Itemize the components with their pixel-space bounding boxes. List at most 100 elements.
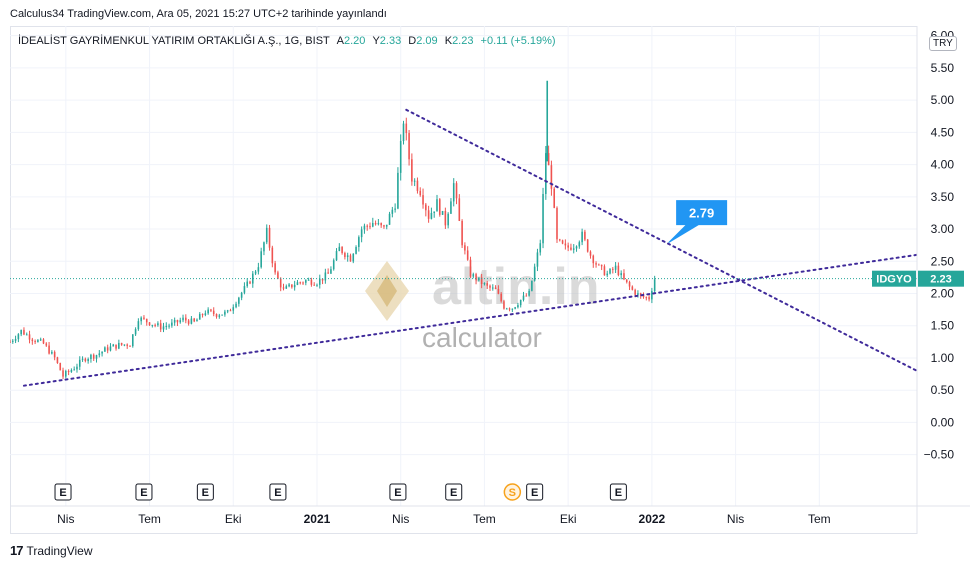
x-tick-label: Eki: [225, 512, 242, 526]
candle-body: [617, 265, 620, 276]
dividend-marker-icon[interactable]: [503, 483, 522, 501]
candle-body: [475, 274, 477, 281]
candle-body: [550, 165, 553, 189]
earnings-marker-label: E: [202, 487, 209, 499]
y-tick-label: 1.50: [931, 319, 955, 333]
price-badge: [918, 270, 964, 287]
candle-body: [232, 307, 235, 311]
candle-body: [168, 325, 170, 327]
x-tick-label: 2022: [639, 512, 666, 526]
watermark-sub: calculator: [422, 322, 542, 353]
earnings-marker-icon[interactable]: [269, 483, 287, 501]
y-tick-label: 2.00: [931, 287, 955, 301]
candle-body: [137, 321, 140, 330]
candle-body: [472, 274, 475, 277]
candle-body: [352, 253, 355, 262]
candle-body: [307, 279, 310, 281]
candle-body: [383, 225, 385, 227]
candle-body: [648, 297, 650, 300]
low-label: D: [408, 35, 417, 47]
candle-body: [176, 320, 179, 323]
candle-body: [224, 311, 226, 315]
candle-body: [78, 359, 81, 367]
earnings-marker-icon[interactable]: [445, 483, 463, 501]
candle-body: [413, 180, 416, 182]
candle-body: [556, 207, 558, 240]
open-label: A: [336, 35, 344, 47]
candle-body: [235, 303, 237, 308]
candle-body: [59, 363, 62, 371]
candle-body: [355, 247, 357, 254]
candle-body: [522, 295, 525, 300]
currency-button[interactable]: TRY: [929, 36, 957, 51]
candle-body: [405, 123, 408, 134]
candle-body: [578, 242, 581, 247]
tradingview-logo-icon: 17: [10, 543, 24, 558]
candle-body: [185, 317, 187, 321]
candle-body: [637, 293, 639, 295]
candle-body: [572, 248, 575, 250]
candle-body: [274, 263, 276, 273]
candle-body: [204, 313, 207, 316]
candle-body: [519, 299, 522, 306]
candle-body: [385, 224, 388, 227]
candle-body: [402, 123, 405, 141]
trendline-support[interactable]: [22, 253, 918, 387]
candle-body: [547, 153, 550, 166]
earnings-marker-icon[interactable]: [526, 483, 544, 501]
callout-box[interactable]: [668, 200, 728, 244]
candle-body: [598, 264, 600, 266]
x-tick-label: Tem: [473, 512, 496, 526]
y-tick-label: −0.50: [924, 448, 955, 462]
candle-body: [539, 243, 542, 253]
candle-body: [104, 347, 106, 352]
candle-body: [45, 343, 48, 346]
candle-body: [151, 324, 154, 326]
earnings-marker-icon[interactable]: [609, 483, 627, 501]
candle-body: [201, 314, 204, 316]
earnings-marker-icon[interactable]: [196, 483, 214, 501]
candle-body: [148, 322, 151, 326]
y-tick-label: 4.00: [931, 158, 955, 172]
candle-body: [67, 370, 70, 372]
candle-body: [391, 209, 394, 214]
candle-body: [525, 295, 528, 297]
legend: İDEALİST GAYRİMENKUL YATIRIM ORTAKLIĞI A…: [18, 35, 556, 47]
candle-body: [609, 268, 611, 274]
low-value: 2.09: [416, 35, 438, 47]
candle-body: [193, 318, 195, 322]
candle-body: [316, 284, 318, 286]
candle-body: [318, 278, 321, 285]
candle-body: [581, 231, 583, 243]
candle-body: [28, 334, 31, 340]
candle-body: [545, 153, 547, 194]
candle-body: [65, 370, 67, 377]
candle-body: [486, 283, 489, 286]
candle-body: [226, 310, 229, 312]
candle-body: [469, 259, 472, 277]
candle-body: [517, 305, 519, 308]
candle-body: [101, 351, 103, 354]
candle-body: [416, 180, 419, 191]
earnings-marker-icon[interactable]: [135, 483, 153, 501]
earnings-marker-label: E: [531, 487, 538, 499]
candle-body: [34, 341, 36, 343]
earnings-marker-icon[interactable]: [54, 483, 72, 501]
price-callout: 2.79: [668, 200, 728, 244]
candles: [10, 80, 656, 380]
candle-body: [425, 204, 427, 211]
y-tick-label: 0.00: [931, 415, 955, 429]
candle-body: [299, 282, 302, 284]
y-tick-label: 3.50: [931, 190, 955, 204]
candle-body: [531, 280, 533, 291]
candle-body: [558, 239, 561, 241]
trendline-resistance[interactable]: [405, 108, 918, 372]
candle-body: [397, 172, 399, 209]
watermark-logo-icon: [365, 261, 409, 321]
earnings-marker-icon[interactable]: [389, 483, 407, 501]
candle-body: [366, 225, 369, 227]
watermark: altin.in calculator: [365, 258, 600, 353]
candle-body: [561, 240, 564, 244]
candle-body: [92, 354, 95, 359]
